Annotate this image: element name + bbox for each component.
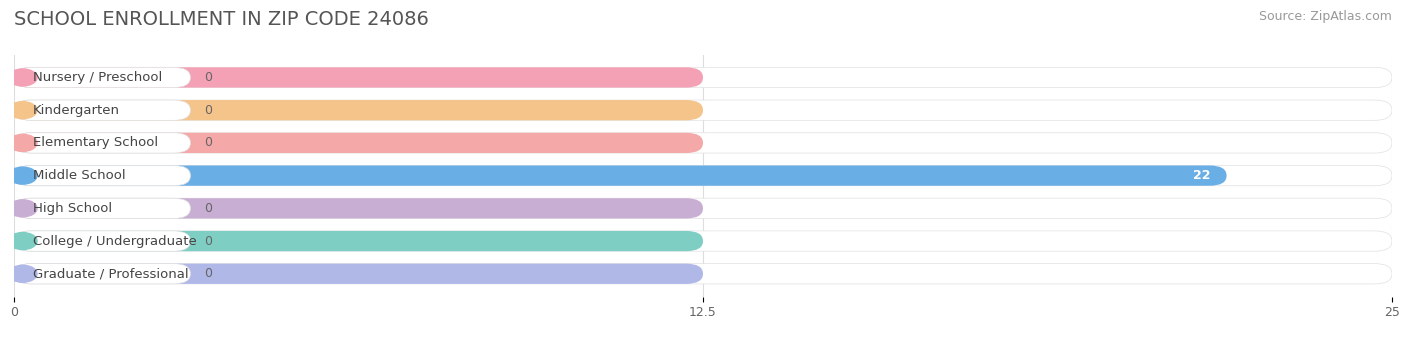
Text: Middle School: Middle School xyxy=(32,169,125,182)
FancyBboxPatch shape xyxy=(14,100,703,120)
Text: 0: 0 xyxy=(204,202,212,215)
FancyBboxPatch shape xyxy=(14,165,1226,186)
FancyBboxPatch shape xyxy=(14,133,1392,153)
Circle shape xyxy=(8,102,37,119)
Text: 22: 22 xyxy=(1192,169,1211,182)
Circle shape xyxy=(8,233,37,250)
FancyBboxPatch shape xyxy=(14,100,190,120)
Text: Source: ZipAtlas.com: Source: ZipAtlas.com xyxy=(1258,10,1392,23)
Text: SCHOOL ENROLLMENT IN ZIP CODE 24086: SCHOOL ENROLLMENT IN ZIP CODE 24086 xyxy=(14,10,429,29)
Text: Kindergarten: Kindergarten xyxy=(32,104,120,117)
Text: 0: 0 xyxy=(204,267,212,280)
FancyBboxPatch shape xyxy=(14,231,190,251)
FancyBboxPatch shape xyxy=(14,198,190,219)
FancyBboxPatch shape xyxy=(14,198,703,219)
FancyBboxPatch shape xyxy=(14,133,703,153)
FancyBboxPatch shape xyxy=(14,231,1392,251)
Text: Graduate / Professional: Graduate / Professional xyxy=(32,267,188,280)
Text: 0: 0 xyxy=(204,235,212,248)
Text: College / Undergraduate: College / Undergraduate xyxy=(32,235,197,248)
Circle shape xyxy=(8,167,37,184)
FancyBboxPatch shape xyxy=(14,264,190,284)
Text: 0: 0 xyxy=(204,104,212,117)
Circle shape xyxy=(8,265,37,282)
Text: Elementary School: Elementary School xyxy=(32,136,157,149)
FancyBboxPatch shape xyxy=(14,67,1392,88)
FancyBboxPatch shape xyxy=(14,100,1392,120)
FancyBboxPatch shape xyxy=(14,133,190,153)
FancyBboxPatch shape xyxy=(14,165,1392,186)
Text: Nursery / Preschool: Nursery / Preschool xyxy=(32,71,162,84)
Text: 0: 0 xyxy=(204,136,212,149)
FancyBboxPatch shape xyxy=(14,264,1392,284)
Circle shape xyxy=(8,134,37,151)
Text: 0: 0 xyxy=(204,71,212,84)
Circle shape xyxy=(8,200,37,217)
FancyBboxPatch shape xyxy=(14,231,703,251)
Text: High School: High School xyxy=(32,202,112,215)
FancyBboxPatch shape xyxy=(14,67,703,88)
FancyBboxPatch shape xyxy=(14,198,1392,219)
FancyBboxPatch shape xyxy=(14,165,190,186)
FancyBboxPatch shape xyxy=(14,264,703,284)
FancyBboxPatch shape xyxy=(14,67,190,88)
Circle shape xyxy=(8,69,37,86)
